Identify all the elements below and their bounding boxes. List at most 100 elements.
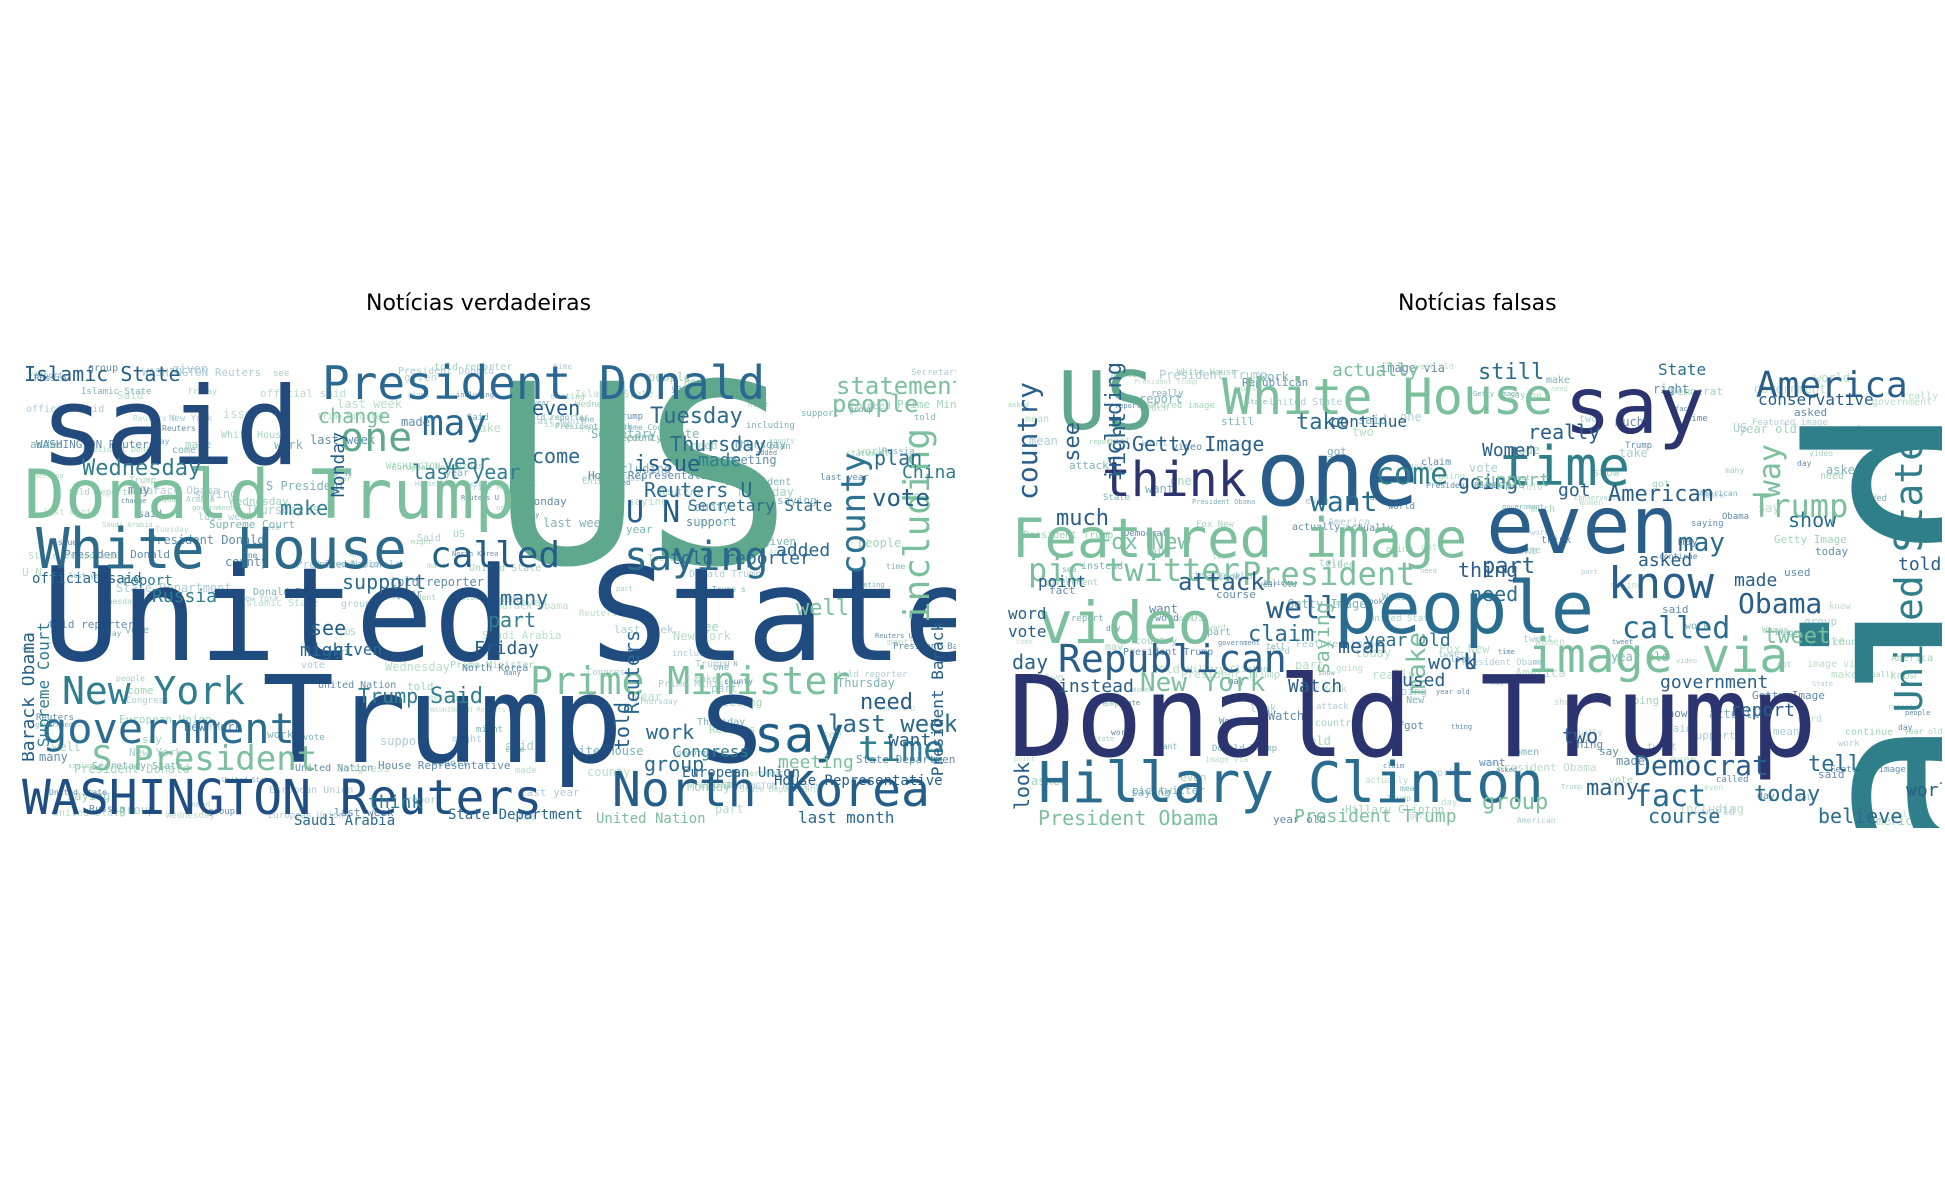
cloud-word: see [1060, 422, 1085, 462]
cloud-filler-word: called [1893, 810, 1922, 819]
cloud-filler-word: last year [69, 572, 107, 580]
cloud-filler-word: Featured image [1752, 418, 1828, 428]
cloud-filler-word: want [1479, 756, 1506, 769]
cloud-filler-word: even [520, 596, 547, 609]
cloud-word: point [1038, 572, 1087, 591]
cloud-filler-word: asked [1794, 406, 1828, 419]
cloud-filler-word: meeting [855, 581, 885, 589]
cloud-filler-word: Republican [1242, 376, 1309, 389]
cloud-word: Islamic State [24, 362, 181, 386]
cloud-filler-word: county [225, 555, 269, 569]
cloud-filler-word: may [1228, 677, 1245, 687]
cloud-filler-word: come [172, 445, 197, 456]
cloud-filler-word: Monday [527, 495, 567, 508]
cloud-filler-word: Trump [1090, 698, 1121, 709]
cloud-filler-word: told reporter [837, 670, 908, 680]
cloud-filler-word: White House [221, 430, 288, 441]
cloud-filler-word: President Trump [1023, 530, 1114, 541]
cloud-filler-word: report [406, 795, 443, 806]
cloud-filler-word: want [1149, 602, 1178, 616]
cloud-filler-word: year old [1611, 650, 1669, 664]
cloud-filler-word: Barack Obama [140, 484, 220, 497]
cloud-word: continue [1330, 412, 1408, 431]
cloud-word: Monday [328, 432, 349, 498]
cloud-filler-word: America [1328, 517, 1371, 528]
cloud-filler-word: State [1119, 699, 1141, 707]
cloud-word: official said [32, 571, 142, 587]
cloud-filler-word: look [1250, 702, 1277, 715]
cloud-filler-word: today [1355, 646, 1392, 660]
cloud-filler-word: Said [467, 413, 489, 423]
cloud-filler-word: State [1809, 634, 1846, 648]
cloud-word: US [492, 362, 794, 622]
cloud-filler-word: WASHINGTON Reuters [386, 462, 484, 472]
cloud-filler-word: vote [301, 660, 326, 671]
cloud-word: called [430, 535, 561, 576]
cloud-filler-word: statement [846, 449, 890, 458]
cloud-filler-word: country [1833, 637, 1876, 648]
cloud-word: show [1788, 508, 1837, 532]
cloud-filler-word: actually [1564, 728, 1603, 737]
cloud-word: Russia [152, 586, 218, 607]
cloud-filler-word: State Department [28, 551, 125, 562]
cloud-filler-word: people [1905, 709, 1931, 717]
cloud-word: many [1586, 776, 1639, 801]
cloud-filler-word: official said [260, 387, 347, 400]
cloud-filler-word: need [1420, 567, 1437, 575]
cloud-filler-word: said [1662, 603, 1689, 616]
cloud-filler-word: Women [1219, 717, 1247, 727]
cloud-filler-word: State Department [116, 581, 232, 595]
cloud-filler-word: asked [1008, 401, 1030, 409]
cloud-filler-word: said [505, 739, 534, 753]
cloud-filler-word: Secretary State [591, 427, 700, 441]
cloud-word: group [644, 752, 705, 776]
cloud-filler-word: Reuters U [461, 494, 499, 502]
cloud-word: said [40, 365, 301, 490]
cloud-filler-word: change [121, 497, 147, 505]
cloud-filler-word: government [1754, 382, 1827, 396]
cloud-filler-word: told [1302, 734, 1331, 748]
cloud-filler-word: support [801, 409, 839, 419]
cloud-word: Tuesday [650, 404, 743, 429]
cloud-filler-word: Wednesday [575, 400, 624, 410]
cloud-filler-word: may [1105, 642, 1124, 653]
cloud-filler-word: report [693, 778, 733, 791]
cloud-filler-word: Prime Minister [897, 398, 956, 411]
left-panel-title: Notícias verdadeiras [366, 291, 592, 316]
cloud-word: Getty Image [1132, 432, 1265, 456]
cloud-word: change [318, 404, 391, 428]
cloud-filler-word: image via [1193, 569, 1253, 582]
cloud-filler-word: Tuesday [155, 525, 189, 534]
cloud-filler-word: even [1704, 783, 1724, 792]
cloud-filler-word: Trump [1387, 794, 1412, 803]
cloud-filler-word: actually [1345, 523, 1394, 534]
cloud-word: still [1478, 362, 1545, 385]
cloud-word: told reporter [670, 548, 811, 569]
cloud-filler-word: United Nation [318, 680, 397, 691]
cloud-word: told [1898, 554, 1942, 575]
cloud-filler-word: Islamic State [81, 387, 152, 397]
cloud-filler-word: want [28, 369, 48, 378]
cloud-filler-word: last month [532, 417, 587, 427]
cloud-word: Donald Trump [24, 456, 516, 535]
cloud-filler-word: Women [1535, 637, 1566, 648]
cloud-filler-word: issue [53, 538, 78, 547]
cloud-filler-word: today [1815, 545, 1849, 558]
cloud-filler-word: might [748, 401, 770, 409]
cloud-filler-word: Democrat [1670, 385, 1723, 398]
cloud-filler-word: time [553, 362, 573, 371]
cloud-filler-word: might [496, 595, 521, 604]
cloud-filler-word: Thursday [639, 697, 678, 706]
cloud-filler-word: work [267, 728, 294, 741]
cloud-filler-word: tweet [1523, 634, 1554, 645]
cloud-filler-word: come [127, 684, 154, 697]
cloud-filler-word: Wednesday [385, 660, 451, 674]
cloud-filler-word: Obama [1722, 512, 1750, 522]
cloud-filler-word: much [1334, 599, 1351, 607]
cloud-filler-word: got [1652, 479, 1671, 490]
cloud-word: see [310, 616, 347, 640]
cloud-word: Congress [672, 742, 750, 761]
cloud-filler-word: know [1829, 602, 1851, 612]
cloud-filler-word: claim [1383, 762, 1405, 770]
cloud-filler-word: pic twitter [1132, 784, 1205, 797]
